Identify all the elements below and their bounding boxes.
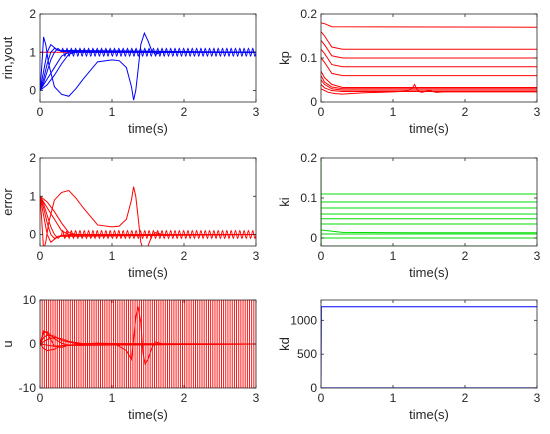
- axes-box: [320, 299, 538, 389]
- y-tick-label: 1: [29, 45, 36, 59]
- y-tick-label: 0: [310, 95, 317, 109]
- x-tick-label: 1: [390, 249, 397, 263]
- series-line-1: [321, 306, 537, 388]
- x-tick-label: 1: [109, 249, 116, 263]
- axes-box: [320, 157, 538, 247]
- y-axis-label: ki: [277, 197, 292, 207]
- y-tick-label: 0: [29, 84, 36, 98]
- series-line-8: [321, 79, 537, 91]
- series-line-3: [40, 334, 256, 345]
- series-line-7: [321, 75, 537, 90]
- x-tick-label: 3: [253, 391, 260, 405]
- plot-area: [321, 22, 537, 95]
- y-tick-label: 0.2: [300, 7, 317, 21]
- y-tick-label: 0.1: [300, 51, 317, 65]
- x-axis-label: time(s): [128, 121, 168, 136]
- x-tick-label: 3: [253, 249, 260, 263]
- x-tick-label: 0: [37, 249, 44, 263]
- series-line-7: [40, 43, 256, 91]
- y-tick-label: 0: [310, 231, 317, 245]
- x-axis-label: time(s): [409, 407, 449, 422]
- y-tick-label: 0: [29, 228, 36, 242]
- y-tick-label: 0.2: [300, 151, 317, 165]
- x-tick-label: 3: [534, 391, 541, 405]
- series-line-6: [321, 70, 537, 88]
- series-line-2: [321, 31, 537, 50]
- series-line-10: [321, 83, 537, 95]
- chart-panel-2: 0 1 2 3 0 0.1 0.2 time(s) kp: [277, 7, 541, 136]
- y-tick-label: 1000: [290, 313, 317, 327]
- x-axis-label: time(s): [409, 121, 449, 136]
- y-tick-label: 0: [29, 337, 36, 351]
- chart-panel-6: 0 1 2 3 0 500 1000 time(s) kd: [277, 299, 541, 422]
- y-tick-label: 0: [310, 381, 317, 395]
- series-line-2: [40, 196, 256, 239]
- series-line-3: [40, 47, 256, 91]
- x-tick-label: 3: [253, 105, 260, 119]
- series-line-1: [321, 22, 537, 28]
- y-tick-label: -10: [19, 381, 37, 395]
- x-tick-label: 2: [181, 105, 188, 119]
- series-line-4: [321, 48, 537, 68]
- axes-box: [39, 157, 257, 247]
- series-line-3: [40, 196, 256, 240]
- series-line-1: [40, 186, 256, 246]
- x-tick-label: 2: [462, 391, 469, 405]
- series-line-5: [40, 343, 256, 352]
- y-axis-label: kp: [277, 51, 292, 65]
- series-line-4: [40, 47, 256, 91]
- series-line-5: [40, 195, 256, 236]
- plot-area: [321, 158, 537, 246]
- x-tick-label: 1: [109, 391, 116, 405]
- y-axis-label: rin,yout: [0, 36, 15, 79]
- series-line-5: [40, 51, 256, 91]
- x-tick-label: 1: [390, 391, 397, 405]
- series-line-4: [40, 195, 256, 236]
- x-axis-label: time(s): [128, 265, 168, 280]
- y-tick-label: 500: [297, 347, 317, 361]
- x-tick-label: 0: [318, 391, 325, 405]
- x-tick-label: 3: [534, 249, 541, 263]
- x-tick-label: 1: [109, 105, 116, 119]
- x-tick-label: 2: [181, 391, 188, 405]
- x-tick-label: 0: [37, 391, 44, 405]
- plot-area: [40, 31, 256, 101]
- x-tick-label: 3: [534, 105, 541, 119]
- y-axis-label: u: [0, 340, 15, 347]
- series-line-2: [40, 31, 256, 101]
- y-tick-label: 2: [29, 151, 36, 165]
- series-line-6: [40, 306, 256, 366]
- y-tick-label: 0.1: [300, 191, 317, 205]
- plot-area: [40, 186, 256, 246]
- series-line-6: [40, 196, 256, 243]
- y-tick-label: 10: [23, 293, 37, 307]
- axes-box: [39, 13, 257, 103]
- x-tick-label: 0: [318, 105, 325, 119]
- plot-area: [40, 300, 256, 388]
- series-line-3: [321, 40, 537, 59]
- series-line-7: [321, 229, 537, 234]
- y-tick-label: 1: [29, 189, 36, 203]
- x-tick-label: 0: [318, 249, 325, 263]
- x-tick-label: 1: [390, 105, 397, 119]
- y-tick-label: 2: [29, 7, 36, 21]
- y-axis-label: error: [0, 188, 15, 216]
- series-line-5: [321, 57, 537, 77]
- x-tick-label: 0: [37, 105, 44, 119]
- x-axis-label: time(s): [409, 265, 449, 280]
- x-tick-label: 2: [462, 105, 469, 119]
- series-line-6: [40, 51, 256, 91]
- x-tick-label: 2: [181, 249, 188, 263]
- x-tick-label: 2: [462, 249, 469, 263]
- chart-panel-4: 0 1 2 3 0 0.1 0.2 time(s) ki: [277, 151, 541, 280]
- x-axis-label: time(s): [128, 407, 168, 422]
- y-axis-label: kd: [277, 337, 292, 351]
- chart-panel-3: 0 1 2 3 0 1 2 time(s) error: [0, 151, 260, 280]
- chart-panel-1: 0 1 2 3 0 1 2 time(s) rin,yout: [0, 7, 260, 136]
- plot-area: [321, 306, 537, 388]
